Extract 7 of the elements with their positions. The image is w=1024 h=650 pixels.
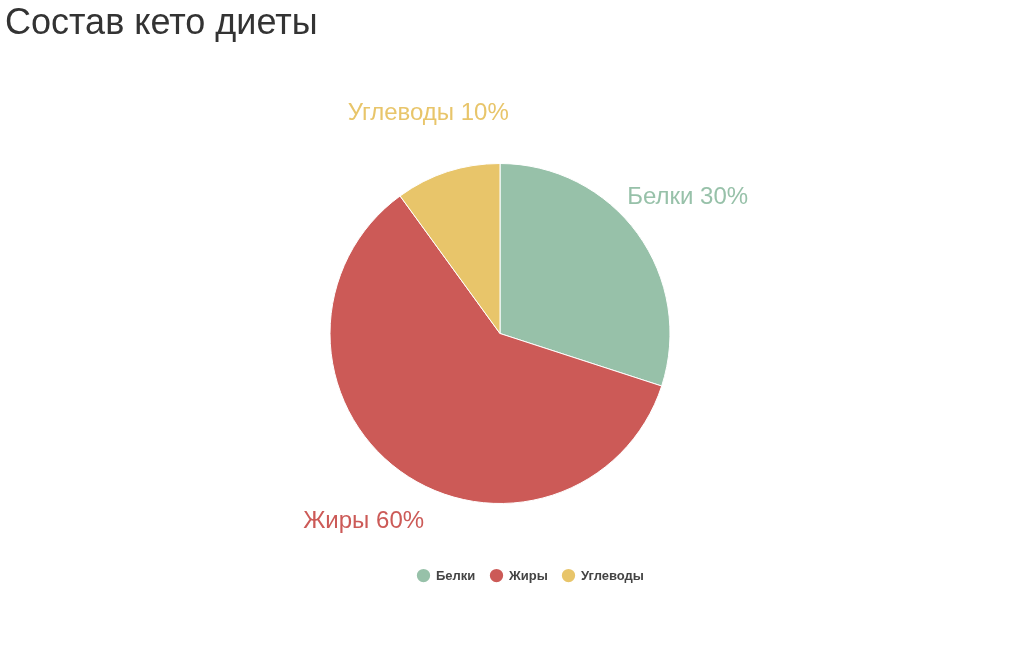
- chart-title: Состав кето диеты: [5, 1, 318, 42]
- category-label: Белки 30%: [627, 182, 749, 210]
- legend-label: Белки: [436, 567, 476, 583]
- category-label: Углеводы 10%: [347, 97, 509, 125]
- legend-label: Углеводы: [581, 567, 644, 583]
- legend-label: Жиры: [508, 567, 548, 583]
- category-label: Жиры 60%: [303, 506, 425, 534]
